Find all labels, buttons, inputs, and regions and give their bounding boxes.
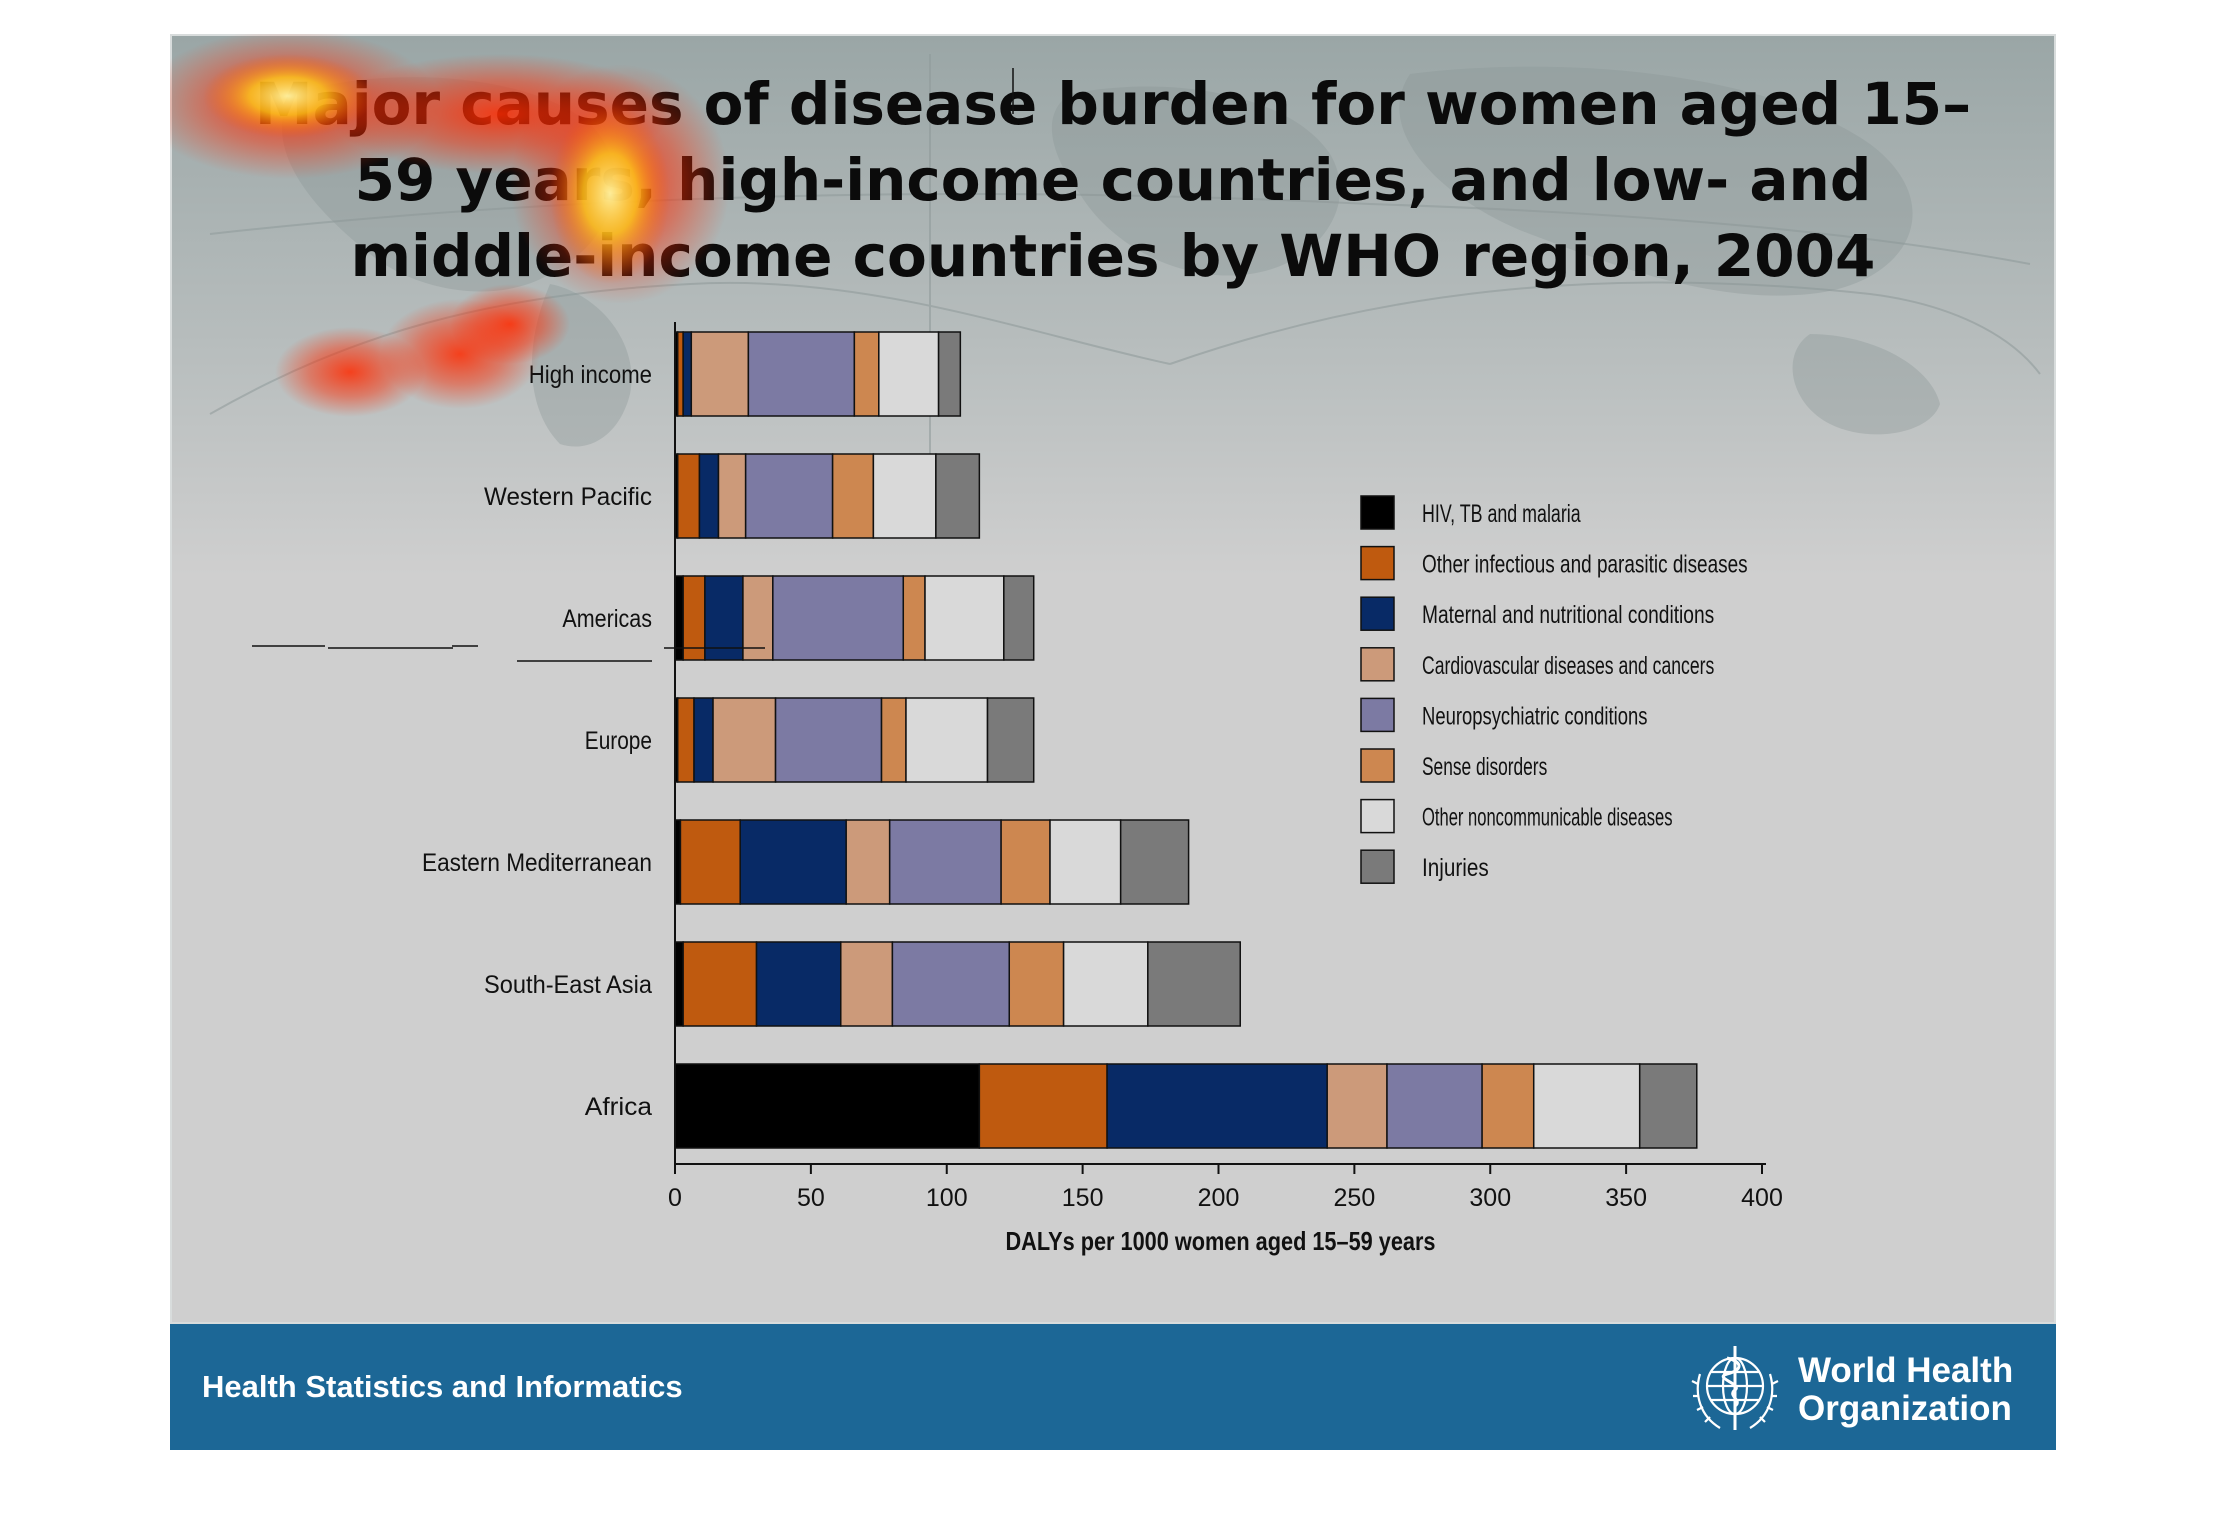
bar-south-east-asia-hiv-tb-and-malaria <box>674 941 684 1027</box>
bar-high-income-maternal-and-nutritional-conditions <box>682 331 693 417</box>
bar-europe-neuropsychiatric-conditions <box>774 697 883 783</box>
bar-americas-sense-disorders <box>902 575 926 661</box>
x-tick-label-250: 250 <box>1334 1184 1376 1212</box>
bar-eastern-mediterranean-other-infectious-and-parasitic-diseases <box>679 819 741 905</box>
x-tick-label-350: 350 <box>1605 1184 1647 1212</box>
bar-europe-cardiovascular-diseases-and-cancers <box>712 697 777 783</box>
bar-africa-other-noncommunicable-diseases <box>1532 1063 1641 1149</box>
legend-swatch-maternal-and-nutritional-conditions <box>1360 596 1395 631</box>
category-label-western-pacific: Western Pacific <box>484 483 652 511</box>
bar-south-east-asia-maternal-and-nutritional-conditions <box>755 941 842 1027</box>
who-emblem-icon <box>1691 1346 1779 1430</box>
legend-swatch-sense-disorders <box>1360 748 1395 783</box>
category-label-europe: Europe <box>585 727 652 755</box>
bar-europe-maternal-and-nutritional-conditions <box>693 697 714 783</box>
x-tick-label-0: 0 <box>668 1184 682 1212</box>
bar-western-pacific-other-infectious-and-parasitic-diseases <box>676 453 701 539</box>
legend-label-other-infectious-and-parasitic-diseases: Other infectious and parasitic diseases <box>1422 551 1748 579</box>
bar-eastern-mediterranean-other-noncommunicable-diseases <box>1049 819 1122 905</box>
legend-swatch-other-infectious-and-parasitic-diseases <box>1360 545 1395 581</box>
x-tick-label-200: 200 <box>1198 1184 1240 1212</box>
who-logo-line1: World Health <box>1798 1351 2014 1390</box>
bar-south-east-asia-other-noncommunicable-diseases <box>1062 941 1149 1027</box>
bar-africa-cardiovascular-diseases-and-cancers <box>1326 1063 1388 1149</box>
bar-south-east-asia-injuries <box>1147 941 1241 1027</box>
bar-high-income-cardiovascular-diseases-and-cancers <box>690 331 750 417</box>
chart-legend: HIV, TB and malaria Other infectious and … <box>1360 495 1748 884</box>
x-tick-label-150: 150 <box>1062 1184 1104 1212</box>
bar-eastern-mediterranean-sense-disorders <box>1000 819 1051 905</box>
bar-western-pacific-injuries <box>935 453 981 539</box>
legend-swatch-hiv-tb-and-malaria <box>1360 495 1395 530</box>
bar-western-pacific-cardiovascular-diseases-and-cancers <box>717 453 747 539</box>
bar-south-east-asia-neuropsychiatric-conditions <box>891 941 1011 1027</box>
bar-south-east-asia-other-infectious-and-parasitic-diseases <box>682 941 758 1027</box>
plot-bars <box>674 331 1698 1149</box>
bar-high-income-neuropsychiatric-conditions <box>747 331 856 417</box>
bar-south-east-asia-sense-disorders <box>1008 941 1065 1027</box>
footer-department-label: Health Statistics and Informatics <box>202 1369 683 1404</box>
category-label-eastern-mediterranean: Eastern Mediterranean <box>422 849 652 877</box>
bar-europe-sense-disorders <box>880 697 907 783</box>
category-label-south-east-asia: South-East Asia <box>484 971 652 999</box>
legend-label-maternal-and-nutritional-conditions: Maternal and nutritional conditions <box>1422 601 1714 629</box>
x-tick-label-50: 50 <box>797 1184 825 1212</box>
x-tick-label-400: 400 <box>1741 1184 1783 1212</box>
bar-eastern-mediterranean-maternal-and-nutritional-conditions <box>739 819 847 905</box>
who-logo-text: World Health Organization <box>1798 1352 2013 1428</box>
legend-label-neuropsychiatric-conditions: Neuropsychiatric conditions <box>1422 702 1647 730</box>
who-logo: World Health Organization <box>1680 1334 2040 1444</box>
slide: Major causes of disease burden for women… <box>170 34 2056 1450</box>
bar-africa-hiv-tb-and-malaria <box>674 1063 981 1149</box>
bar-eastern-mediterranean-neuropsychiatric-conditions <box>888 819 1002 905</box>
bar-western-pacific-neuropsychiatric-conditions <box>744 453 834 539</box>
legend-swatch-injuries <box>1360 849 1395 884</box>
bar-africa-neuropsychiatric-conditions <box>1386 1063 1483 1149</box>
bar-africa-injuries <box>1638 1063 1698 1149</box>
legend-label-other-noncommunicable-diseases: Other noncommunicable diseases <box>1422 804 1673 832</box>
bar-western-pacific-maternal-and-nutritional-conditions <box>698 453 720 539</box>
bar-south-east-asia-cardiovascular-diseases-and-cancers <box>840 941 894 1027</box>
legend-label-cardiovascular-diseases-and-cancers: Cardiovascular diseases and cancers <box>1422 652 1714 680</box>
legend-label-injuries: Injuries <box>1422 854 1489 882</box>
bar-high-income-other-noncommunicable-diseases <box>878 331 940 417</box>
bar-high-income-injuries <box>937 331 962 417</box>
legend-label-sense-disorders: Sense disorders <box>1422 753 1547 781</box>
stacked-bar-chart: High income Western Pacific Americas Europe… <box>252 68 1783 1256</box>
who-logo-line2: Organization <box>1798 1389 2012 1428</box>
category-label-africa: Africa <box>585 1093 652 1121</box>
bar-europe-other-noncommunicable-diseases <box>905 697 989 783</box>
bar-africa-other-infectious-and-parasitic-diseases <box>978 1063 1108 1149</box>
bar-western-pacific-sense-disorders <box>831 453 875 539</box>
x-axis-label: DALYs per 1000 women aged 15–59 years <box>1006 1226 1436 1256</box>
plot-axes: High income Western Pacific Americas Europe… <box>422 322 1783 1256</box>
bar-western-pacific-other-noncommunicable-diseases <box>872 453 937 539</box>
bar-eastern-mediterranean-injuries <box>1119 819 1190 905</box>
legend-label-hiv-tb-and-malaria: HIV, TB and malaria <box>1422 500 1581 528</box>
bar-americas-injuries <box>1003 575 1035 661</box>
bar-americas-neuropsychiatric-conditions <box>772 575 905 661</box>
bar-eastern-mediterranean-cardiovascular-diseases-and-cancers <box>845 819 891 905</box>
x-tick-label-300: 300 <box>1469 1184 1511 1212</box>
category-label-americas: Americas <box>562 605 652 633</box>
bar-africa-maternal-and-nutritional-conditions <box>1106 1063 1328 1149</box>
x-tick-label-100: 100 <box>926 1184 968 1212</box>
legend-swatch-other-noncommunicable-diseases <box>1360 798 1395 834</box>
bar-high-income-sense-disorders <box>853 331 880 417</box>
legend-swatch-neuropsychiatric-conditions <box>1360 697 1395 733</box>
bar-americas-other-noncommunicable-diseases <box>924 575 1005 661</box>
bar-africa-sense-disorders <box>1481 1063 1535 1149</box>
bar-high-income-other-infectious-and-parasitic-diseases <box>676 331 684 417</box>
bar-europe-other-infectious-and-parasitic-diseases <box>676 697 695 783</box>
legend-swatch-cardiovascular-diseases-and-cancers <box>1360 647 1395 682</box>
annotation-underlines <box>252 68 1014 662</box>
bar-europe-injuries <box>986 697 1035 783</box>
category-label-high-income: High income <box>529 361 652 389</box>
